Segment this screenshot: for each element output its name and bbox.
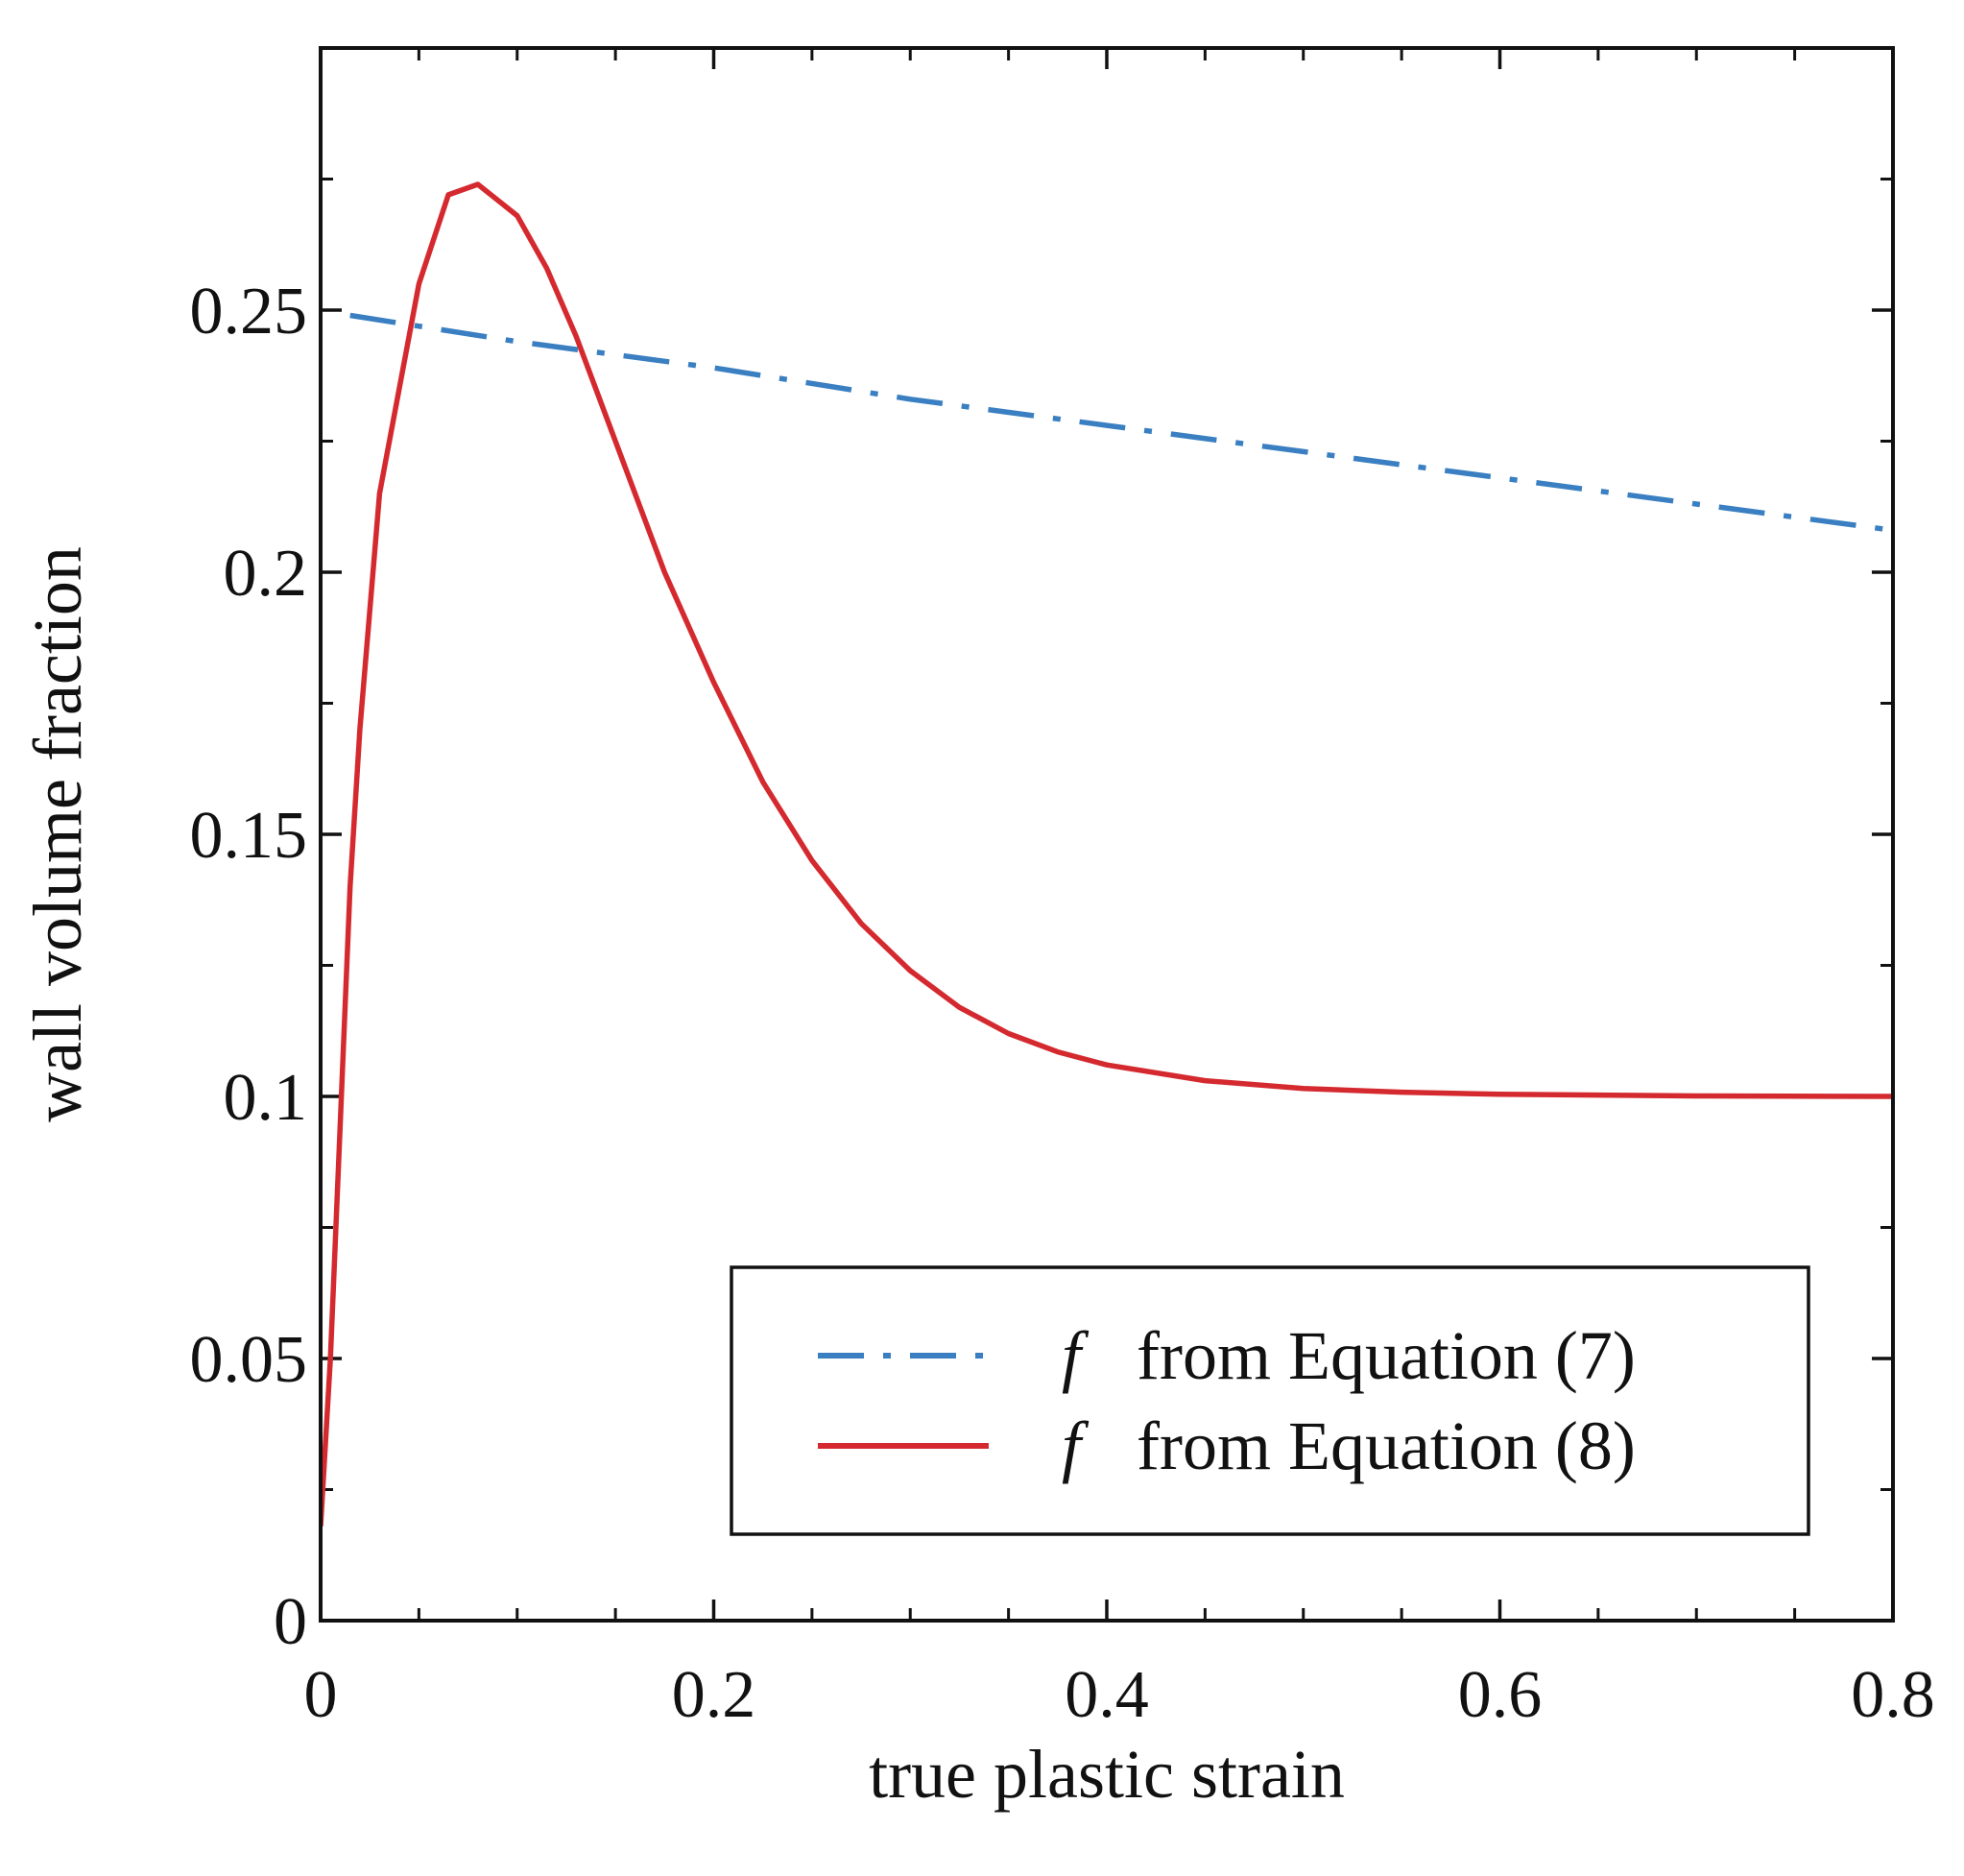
x-tick-label: 0.6 — [1458, 1658, 1543, 1732]
series-line-equation-8 — [321, 181, 1893, 1527]
x-tick-label: 0.8 — [1851, 1658, 1935, 1732]
legend-box — [730, 1265, 1810, 1536]
x-axis-title: true plastic strain — [869, 1736, 1345, 1813]
legend: f from Equation (7) f from Equation (8) — [730, 1265, 1810, 1536]
legend-label-equation-8: from Equation (8) — [1137, 1407, 1636, 1484]
y-tick-label: 0.15 — [190, 799, 308, 873]
x-tick-label: 0.4 — [1065, 1658, 1149, 1732]
series-layer — [321, 181, 1893, 1527]
y-tick-label: 0 — [274, 1585, 307, 1659]
tick-labels: 0 0.2 0.4 0.6 0.8 0 0.05 0.1 0.15 0.2 0.25 — [190, 275, 1935, 1732]
y-tick-label: 0.1 — [224, 1061, 308, 1135]
y-tick-label: 0.2 — [224, 537, 308, 611]
y-tick-label: 0.05 — [190, 1323, 308, 1397]
x-tick-label: 0 — [304, 1658, 338, 1732]
plot-frame — [319, 46, 1895, 1623]
y-tick-label: 0.25 — [190, 275, 308, 349]
x-tick-label: 0.2 — [672, 1658, 756, 1732]
axis-ticks — [319, 48, 1895, 1623]
legend-label-equation-7: from Equation (7) — [1137, 1317, 1636, 1394]
y-axis-title: wall volume fraction — [19, 546, 96, 1122]
series-line-equation-7 — [349, 312, 1893, 534]
